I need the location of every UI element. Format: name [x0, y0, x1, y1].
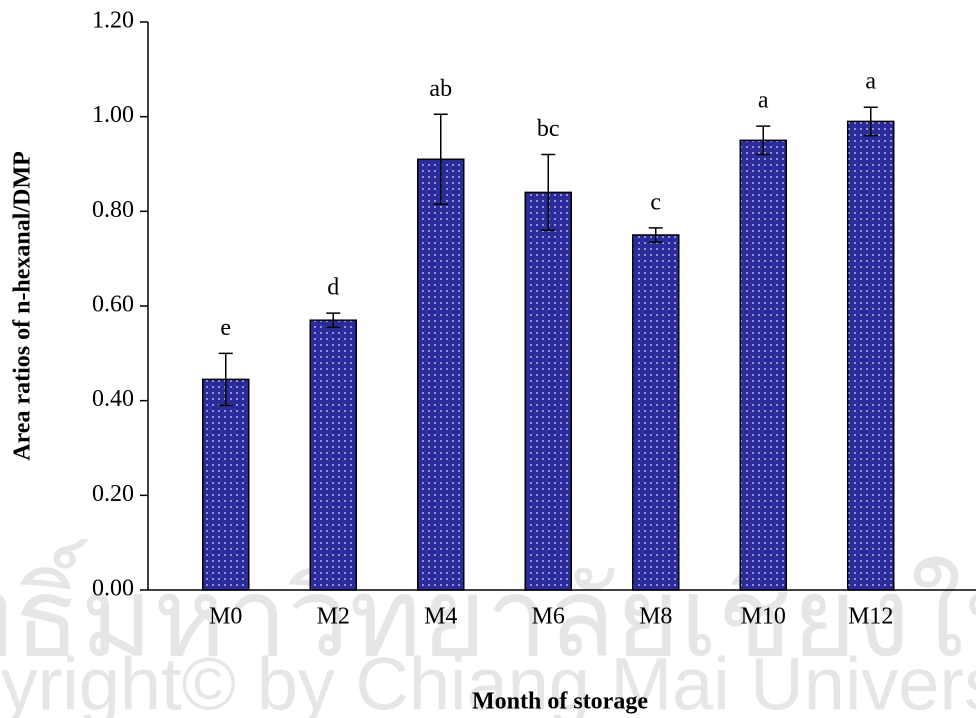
y-tick-label: 0.00 — [92, 576, 134, 602]
y-tick-label: 0.20 — [92, 481, 134, 507]
bar — [740, 140, 786, 590]
y-tick-label: 0.60 — [92, 292, 134, 318]
y-tick-label: 1.00 — [92, 102, 134, 128]
significance-label: e — [220, 315, 231, 341]
x-tick-label: M4 — [424, 604, 457, 630]
bar — [310, 320, 356, 590]
bar — [203, 379, 249, 590]
x-tick-label: M10 — [741, 604, 786, 630]
x-axis-title: Month of storage — [472, 689, 648, 715]
chart: ลิขสิทธิ์มหาวิทยาลัยเชียงใหม่ Copyright©… — [0, 0, 976, 718]
significance-label: a — [865, 69, 876, 95]
x-tick-label: M12 — [848, 604, 893, 630]
x-tick-label: M8 — [639, 604, 672, 630]
y-tick-label: 1.20 — [92, 8, 134, 34]
significance-label: bc — [537, 116, 560, 142]
bar — [525, 192, 571, 590]
bar — [633, 235, 679, 590]
bar — [418, 159, 464, 590]
significance-label: a — [758, 88, 769, 114]
y-tick-label: 0.80 — [92, 197, 134, 223]
x-tick-label: M2 — [317, 604, 350, 630]
y-axis-title: Area ratios of n-hexanal/DMP — [10, 151, 36, 461]
significance-label: ab — [429, 76, 452, 102]
x-tick-label: M0 — [209, 604, 242, 630]
significance-label: d — [327, 275, 339, 301]
significance-label: c — [650, 189, 661, 215]
bar — [848, 121, 894, 590]
x-tick-label: M6 — [532, 604, 565, 630]
y-tick-label: 0.40 — [92, 386, 134, 412]
